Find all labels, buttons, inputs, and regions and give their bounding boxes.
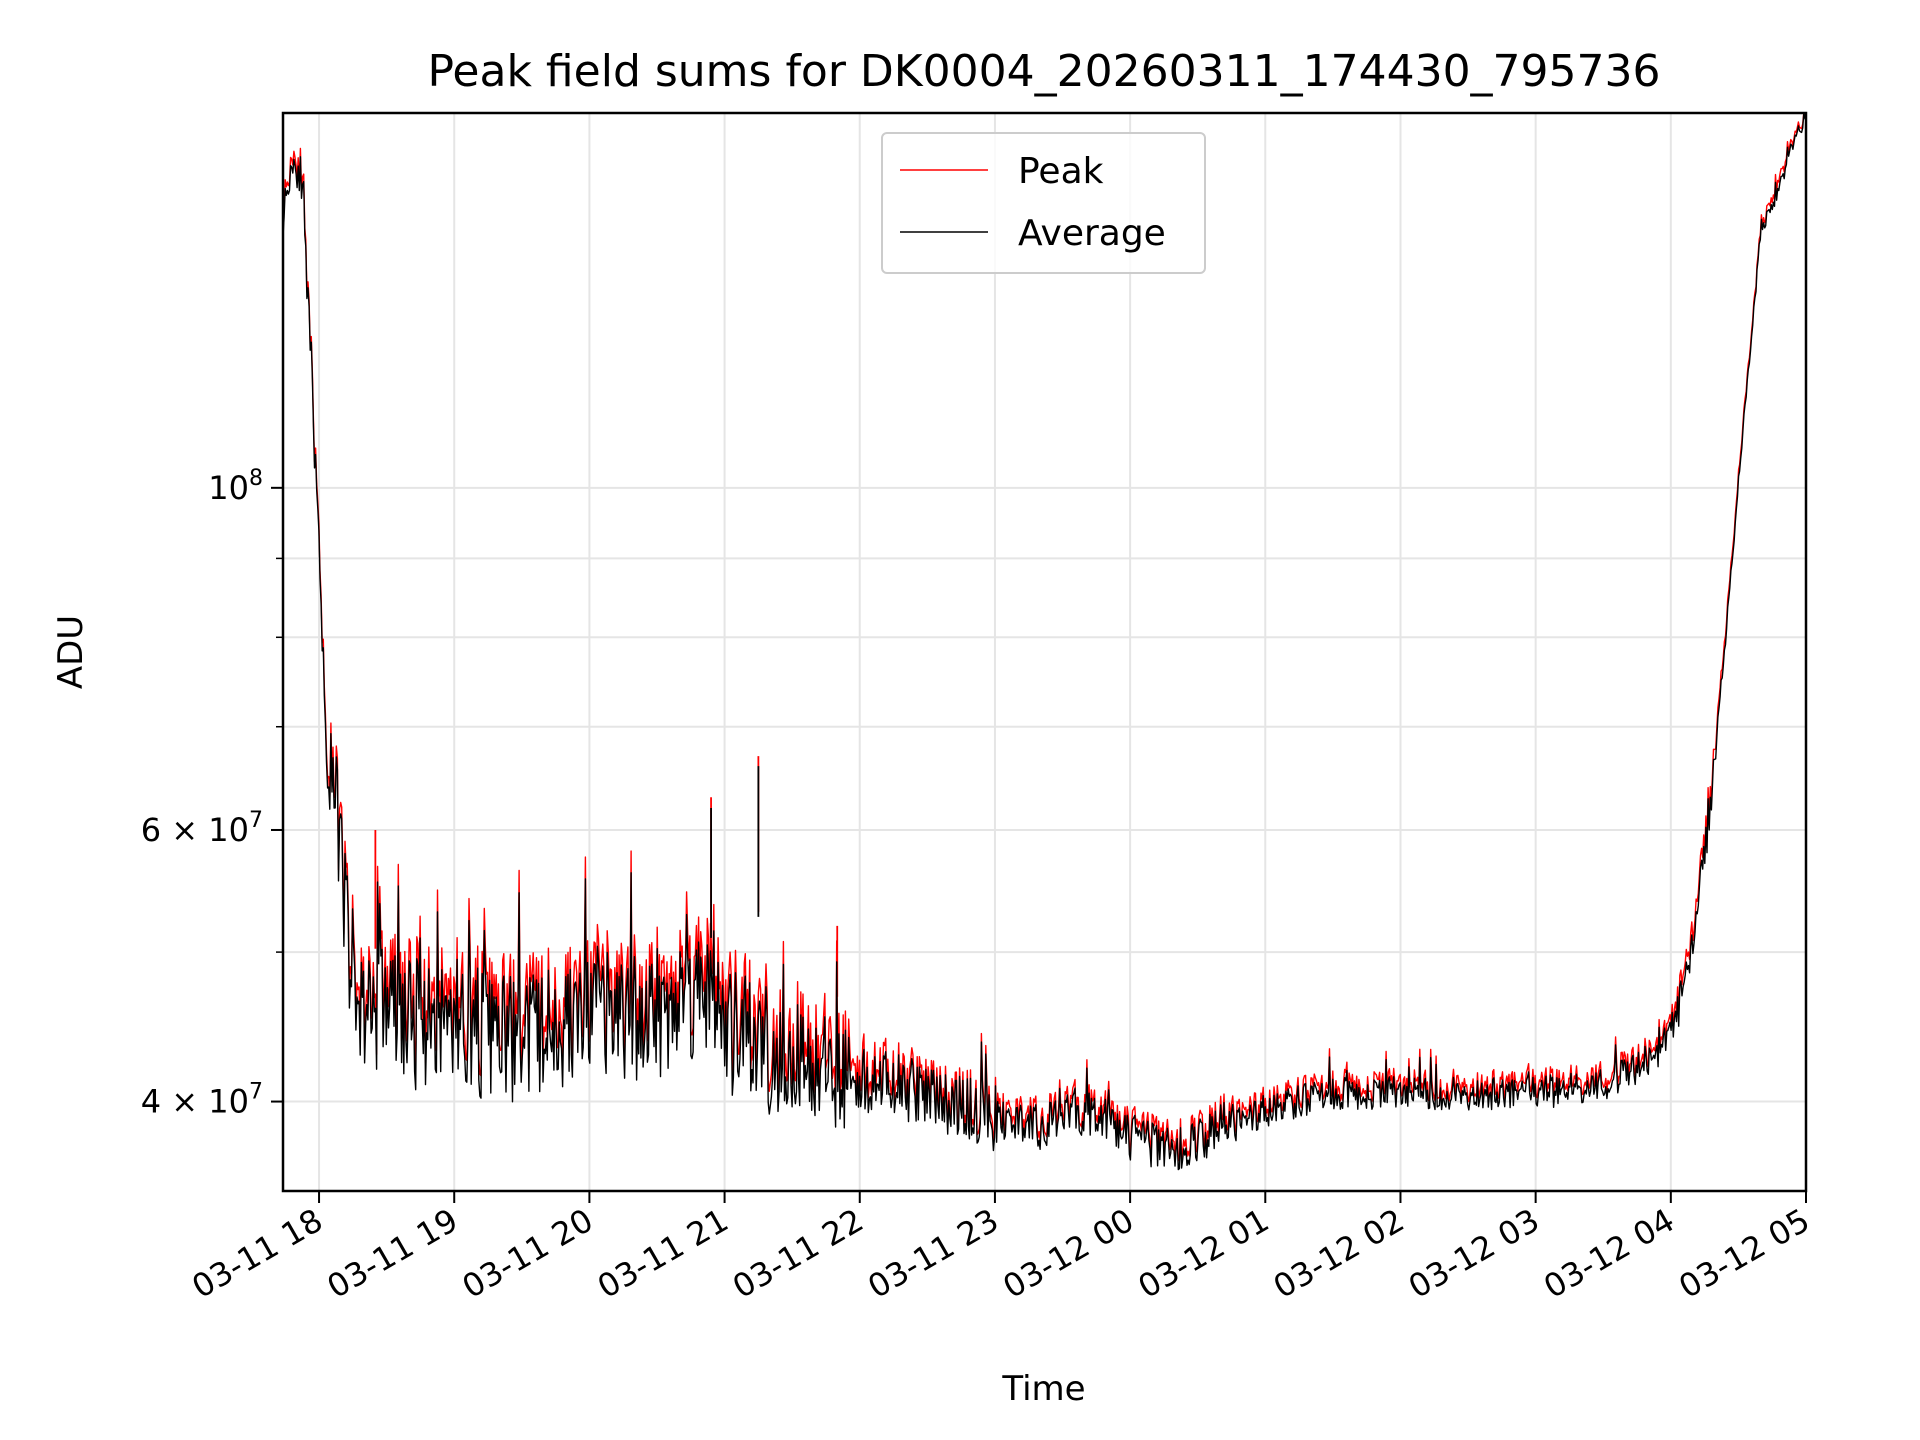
legend: Peak Average (881, 132, 1206, 274)
x-axis-label: Time (1001, 1369, 1085, 1409)
plot-frame (281, 111, 1808, 1193)
y-tick-label: 4 × 107 (141, 1080, 263, 1121)
plot-lines (282, 112, 1807, 1171)
legend-box (881, 132, 1206, 274)
y-tick-label: 108 (208, 466, 263, 507)
grid (283, 113, 1807, 1191)
y-tick-label: 6 × 107 (141, 808, 263, 849)
legend-label-average: Average (1018, 213, 1166, 254)
y-axis: 4 × 107 6 × 107 108 (141, 466, 283, 1121)
series-line-average (282, 112, 1807, 1171)
legend-label-peak: Peak (1018, 151, 1104, 192)
y-axis-label: ADU (51, 615, 91, 689)
chart-title: Peak field sums for DK0004_20260311_1744… (427, 46, 1660, 97)
